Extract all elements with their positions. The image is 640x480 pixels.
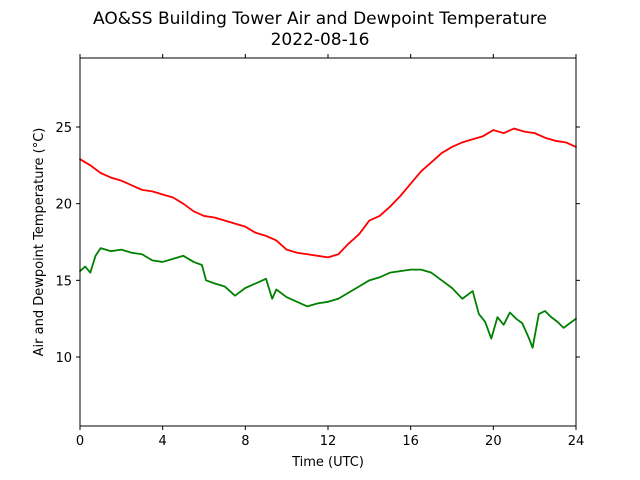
x-tick-label: 16: [402, 434, 419, 449]
x-tick-label: 8: [241, 434, 249, 449]
series-line-1: [79, 127, 577, 259]
x-axis: 0 4 8 12 16 20 24: [76, 54, 584, 449]
chart-title: AO&SS Building Tower Air and Dewpoint Te…: [93, 9, 547, 29]
y-axis: 10 15 20 25: [55, 121, 580, 366]
y-tick-label: 25: [55, 121, 72, 136]
plot-area: [79, 57, 577, 427]
x-axis-label: Time (UTC): [291, 455, 364, 470]
plot-background: [80, 58, 576, 426]
x-tick-label: 4: [159, 434, 167, 449]
x-tick-label: 20: [485, 434, 502, 449]
series-line-2: [79, 247, 577, 349]
series-layer: [79, 127, 577, 349]
x-tick-label: 12: [320, 434, 337, 449]
x-tick-label: 24: [568, 434, 585, 449]
y-tick-label: 20: [55, 198, 72, 213]
chart-subtitle: 2022-08-16: [271, 30, 370, 50]
y-axis-label: Air and Dewpoint Temperature (°C): [32, 128, 47, 357]
y-tick-label: 10: [55, 351, 72, 366]
x-tick-label: 0: [76, 434, 84, 449]
y-tick-label: 15: [55, 274, 72, 289]
